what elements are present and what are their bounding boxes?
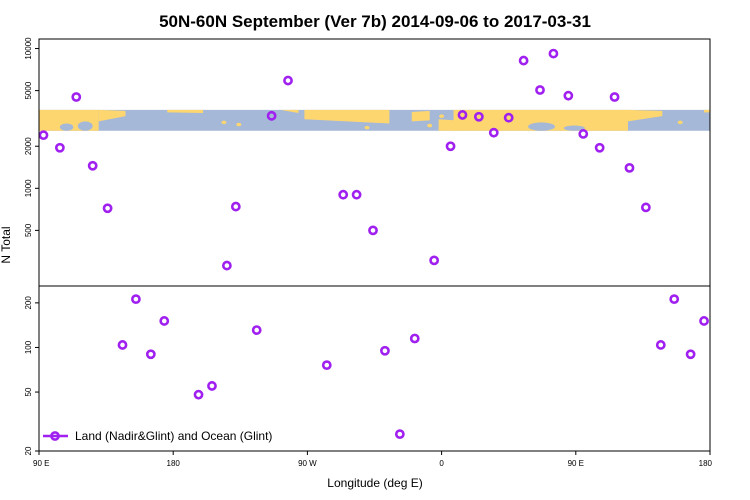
map-island-5: [677, 120, 683, 125]
bottom-point-6: [251, 325, 262, 335]
bottom-point-14: [699, 316, 709, 326]
y-axis-label: N Total: [0, 226, 13, 263]
bottom-point-3: [159, 316, 170, 326]
bottom-point-10: [409, 333, 420, 344]
bottom-point-12: [669, 294, 680, 305]
bottom-point-7: [321, 360, 332, 371]
top-point-3: [87, 160, 98, 171]
top-point-4: [102, 203, 113, 214]
top-y-axis: 500 1000 2000 5000 10000: [24, 37, 39, 237]
map-land-4: [304, 109, 390, 124]
map-water-4: [642, 119, 657, 128]
top-point-26: [640, 202, 651, 213]
map-land-8: [627, 109, 663, 122]
top-point-21: [563, 90, 574, 101]
map-island-4: [439, 114, 445, 118]
map-island-0: [221, 120, 227, 125]
legend-label: Land (Nadir&Glint) and Ocean (Glint): [75, 429, 272, 443]
legend-marker: [50, 431, 60, 441]
map-land-7: [453, 109, 628, 131]
bottom-point-9: [394, 429, 405, 440]
top-point-17: [503, 112, 514, 123]
top-y-tick-label-5000: 5000: [24, 81, 33, 99]
bottom-y-axis: 20 50 100 200: [24, 296, 39, 455]
top-point-2: [71, 92, 82, 102]
map-land-2: [167, 109, 204, 114]
top-point-7: [266, 110, 277, 121]
top-point-16: [488, 127, 499, 138]
map-water-3: [563, 125, 585, 131]
chart-title: 50N-60N September (Ver 7b) 2014-09-06 to…: [159, 12, 591, 31]
top-point-24: [609, 92, 620, 102]
bottom-point-8: [380, 345, 390, 356]
map-water-1: [77, 121, 93, 131]
top-y-tick-label-1000: 1000: [24, 179, 33, 197]
map-water-0: [59, 123, 74, 131]
bottom-y-tick-label-50: 50: [24, 387, 33, 396]
legend: Land (Nadir&Glint) and Ocean (Glint): [43, 429, 272, 443]
map-land-6: [438, 119, 457, 131]
top-point-14: [457, 110, 468, 120]
bottom-y-tick-label-20: 20: [24, 446, 33, 455]
top-y-tick-label-500: 500: [24, 223, 33, 237]
x-tick-label-5: 180: [699, 459, 713, 468]
map-land-9: [704, 109, 710, 113]
top-point-0: [38, 130, 49, 141]
bottom-panel-frame: [38, 285, 711, 452]
x-axis-label: Longitude (deg E): [327, 476, 422, 490]
bottom-y-tick-label-100: 100: [24, 340, 33, 354]
top-point-11: [368, 225, 378, 236]
x-tick-label-1: 180: [167, 459, 181, 468]
x-tick-label-4: 90 E: [568, 459, 584, 468]
top-point-18: [518, 55, 529, 66]
top-panel: 500 1000 2000 5000 10000: [24, 37, 711, 287]
top-point-22: [578, 129, 589, 139]
top-point-1: [54, 142, 65, 153]
top-point-15: [473, 111, 484, 122]
top-point-13: [445, 141, 456, 152]
x-tick-label-0: 90 E: [33, 459, 49, 468]
map-land-5: [411, 110, 430, 122]
bottom-panel: 20 50 100 200: [24, 285, 711, 455]
top-y-tick-label-10000: 10000: [24, 37, 33, 60]
map-island-1: [236, 122, 242, 127]
top-point-20: [548, 48, 559, 59]
bottom-point-2: [145, 349, 156, 360]
map-island-2: [364, 125, 370, 130]
bottom-y-tick-label-200: 200: [24, 296, 33, 310]
top-point-25: [624, 162, 635, 173]
bottom-data-points: [117, 294, 709, 440]
top-point-6: [230, 201, 241, 212]
top-panel-frame: [38, 38, 711, 287]
x-axis: 90 E 180 90 W 0 90 E 180: [33, 451, 713, 468]
top-point-8: [283, 75, 293, 86]
bottom-point-4: [193, 389, 204, 400]
x-tick-label-2: 90 W: [298, 459, 317, 468]
world-map-band: [39, 109, 710, 131]
top-y-tick-label-2000: 2000: [24, 137, 33, 155]
x-tick-label-3: 0: [439, 459, 444, 468]
bottom-point-5: [207, 381, 217, 391]
top-point-23: [594, 142, 605, 153]
top-data-points: [38, 48, 651, 271]
bottom-point-13: [685, 349, 696, 360]
top-point-19: [535, 85, 545, 95]
top-point-10: [351, 189, 362, 200]
map-land-1: [98, 109, 126, 122]
map-land-3: [280, 109, 299, 114]
top-point-9: [338, 189, 349, 200]
bottom-point-1: [131, 294, 141, 305]
top-point-5: [221, 260, 232, 271]
top-point-12: [429, 255, 440, 266]
bottom-point-11: [655, 340, 666, 350]
bottom-point-0: [117, 340, 128, 350]
map-water-2: [528, 122, 555, 131]
map-island-3: [427, 123, 433, 128]
